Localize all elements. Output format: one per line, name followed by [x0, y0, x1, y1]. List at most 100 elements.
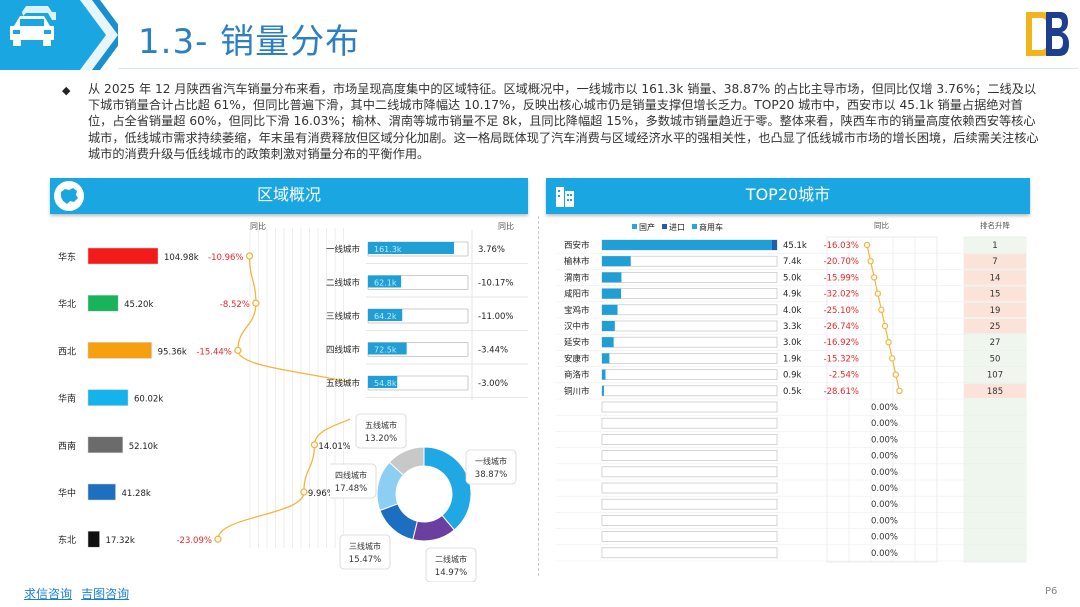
city-label: 榆林市	[564, 256, 590, 267]
city-yoy-label: -16.03%	[824, 241, 859, 251]
city-bar-track	[601, 320, 778, 332]
donut-slice	[388, 446, 425, 476]
tier-label: 三线城市	[326, 311, 361, 322]
city-yoy-label: 0.00%	[871, 419, 898, 429]
rank-cell	[964, 545, 1026, 560]
city-bar-track	[601, 547, 778, 559]
region-label: 东北	[58, 534, 76, 546]
donut-callout-box	[355, 413, 407, 449]
city-value-label: 7.4k	[783, 257, 802, 267]
donut-callout: 一线城市 38.87%	[465, 449, 517, 485]
rank-change-label: 25	[990, 322, 1001, 332]
rank-change-label: 1	[992, 241, 997, 251]
donut-slice	[379, 503, 418, 541]
footer-link-qiuxin[interactable]: 求信咨询	[24, 587, 73, 601]
rank-cell	[964, 351, 1026, 366]
region-label: 华东	[58, 251, 76, 263]
region-bar	[87, 436, 123, 454]
rank-change-label: 14	[990, 273, 1001, 283]
city-yoy-label: 0.00%	[871, 403, 898, 413]
city-yoy-line	[866, 244, 900, 391]
tier-label: 一线城市	[326, 244, 361, 255]
city-bar-track	[601, 385, 778, 397]
city-yoy-label: -16.92%	[824, 338, 859, 348]
city-yoy-label: 0.00%	[871, 533, 898, 543]
city-yoy-label: 0.00%	[871, 452, 898, 462]
city-bar	[602, 337, 614, 348]
city-bar-track	[601, 515, 778, 526]
legend-swatch	[662, 224, 667, 229]
car-icon	[10, 6, 56, 46]
city-label: 安康市	[564, 353, 590, 364]
tier-bar	[368, 275, 402, 288]
region-label: 华中	[58, 487, 76, 499]
rank-cell	[964, 497, 1026, 512]
yoy-label: -10.96%	[208, 253, 243, 263]
city-yoy-point	[878, 306, 885, 314]
city-bar-track	[601, 482, 778, 494]
donut-callout-value: 13.20%	[365, 434, 397, 444]
rank-cell	[964, 416, 1026, 431]
region-yoy-header: 同比	[250, 222, 266, 231]
city-yoy-header: 同比	[874, 220, 889, 230]
city-bar-track	[601, 353, 778, 364]
tier-yoy-label: -3.44%	[478, 346, 508, 356]
donut-callout: 二线城市 14.97%	[425, 547, 477, 582]
footer-link-jitu[interactable]: 吉图咨询	[81, 587, 130, 601]
rank-cell	[964, 367, 1026, 382]
tier-bar	[368, 242, 454, 254]
tier-value-label: 161.3k	[374, 245, 402, 254]
yoy-line	[217, 255, 350, 540]
legend-label: 商用车	[699, 222, 723, 232]
yoy-label: -8.52%	[220, 300, 250, 310]
city-bar-track	[601, 434, 778, 445]
tier-bar	[368, 309, 403, 321]
left-section-title: 区域概况	[256, 185, 321, 204]
city-bar	[602, 256, 631, 267]
city-bar-track	[601, 466, 778, 478]
yoy-point	[300, 488, 308, 496]
tier-label: 四线城市	[326, 345, 361, 356]
rank-cell	[964, 254, 1026, 269]
city-bar-track	[601, 369, 778, 380]
city-label: 渭南市	[564, 272, 590, 283]
tier-value-label: 62.1k	[374, 279, 397, 288]
region-value-label: 17.32k	[106, 536, 135, 546]
city-bar	[602, 353, 610, 364]
tier-yoy-label: -3.00%	[478, 379, 508, 389]
region-value-label: 104.98k	[164, 253, 199, 263]
city-value-label: 0.5k	[783, 387, 802, 397]
right-section-title: TOP20城市	[745, 185, 831, 204]
city-yoy-label: 0.00%	[871, 468, 898, 478]
region-bar	[87, 530, 100, 548]
city-yoy-label: 0.00%	[871, 500, 898, 510]
city-value-label: 0.9k	[783, 371, 802, 381]
rank-cell	[964, 286, 1026, 301]
city-yoy-label: -25.10%	[824, 306, 859, 316]
region-label: 华南	[58, 393, 76, 405]
region-chart: 华东 104.98k 华北 45.20k 西北 95.36k 华南 60.02k 西南 52.10…	[58, 228, 350, 548]
rank-change-label: 19	[990, 306, 1001, 316]
city-label: 宝鸡市	[564, 305, 590, 316]
city-value-label: 4.9k	[783, 290, 802, 300]
tier-yoy-label: -11.00%	[478, 312, 513, 322]
summary-text: 从 2025 年 12 月陕西省汽车销量分布来看，市场呈现高度集中的区域特征。区…	[88, 82, 1039, 161]
city-yoy-point	[892, 371, 899, 378]
city-label: 延安市	[564, 337, 590, 348]
donut-callout-box	[465, 449, 517, 485]
city-label: 咸阳市	[564, 289, 590, 300]
city-label: 汉中市	[564, 321, 590, 332]
tier-value-label: 72.5k	[374, 346, 397, 355]
rank-cell	[964, 383, 1026, 398]
rank-cell	[964, 302, 1026, 317]
region-value-label: 45.20k	[124, 300, 153, 310]
right-section-header: TOP20城市	[546, 178, 1030, 214]
donut-callout-box	[339, 534, 391, 570]
city-yoy-label: -20.70%	[824, 257, 859, 267]
yoy-point	[214, 535, 222, 543]
city-value-label: 1.9k	[783, 354, 802, 364]
city-bar	[602, 272, 622, 283]
city-bar	[602, 385, 604, 396]
region-label: 西南	[58, 440, 76, 452]
